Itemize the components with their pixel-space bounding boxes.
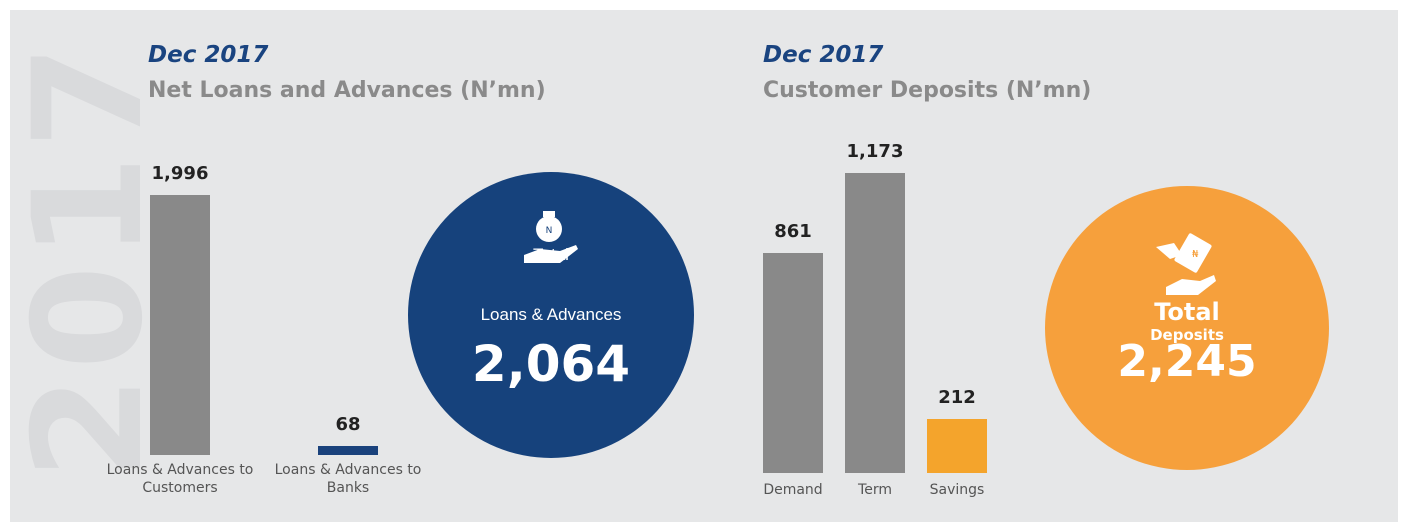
total-value: 2,245 — [1117, 336, 1257, 387]
value-label: 68 — [335, 414, 361, 436]
chart-title: Dec 2017 — [763, 42, 884, 68]
total-title: Total — [533, 245, 569, 264]
chart-title: Dec 2017 — [148, 42, 269, 68]
value-label: 1,996 — [151, 163, 209, 184]
total-subtitle: Loans & Advances — [480, 305, 622, 324]
category-label: Term — [858, 482, 892, 498]
chart-subtitle: Net Loans and Advances (N’mn) — [148, 78, 546, 103]
category-label: Loans & Advances to Customers — [106, 462, 254, 496]
bar — [927, 418, 987, 473]
value-label: 861 — [774, 220, 812, 242]
total-title: Total — [1154, 298, 1220, 326]
total-circle: ₦ Total Deposits 2,245 — [1045, 186, 1329, 470]
icon: ₦ — [1156, 233, 1216, 295]
bar — [150, 195, 210, 455]
total-subtitle: Deposits — [1150, 326, 1224, 344]
bar — [845, 173, 905, 473]
bar — [318, 446, 378, 455]
value-label: 212 — [938, 386, 976, 408]
value-label: 1,173 — [846, 141, 904, 162]
total-value: 2,064 — [471, 335, 631, 393]
category-label: Savings — [929, 482, 985, 498]
svg-text:N: N — [546, 226, 553, 236]
category-label: Demand — [763, 482, 823, 498]
category-label: Loans & Advances to Banks — [274, 462, 422, 496]
total-circle: N Total Loans & Advances 2,064 — [408, 172, 694, 458]
icon: N — [524, 211, 578, 263]
svg-text:₦: ₦ — [1192, 249, 1199, 260]
panel: 2017 Dec 2017 Net Loans and Advances (N’m… — [10, 10, 1398, 522]
chart-subtitle: Customer Deposits (N’mn) — [763, 78, 1092, 103]
bar — [763, 252, 823, 473]
